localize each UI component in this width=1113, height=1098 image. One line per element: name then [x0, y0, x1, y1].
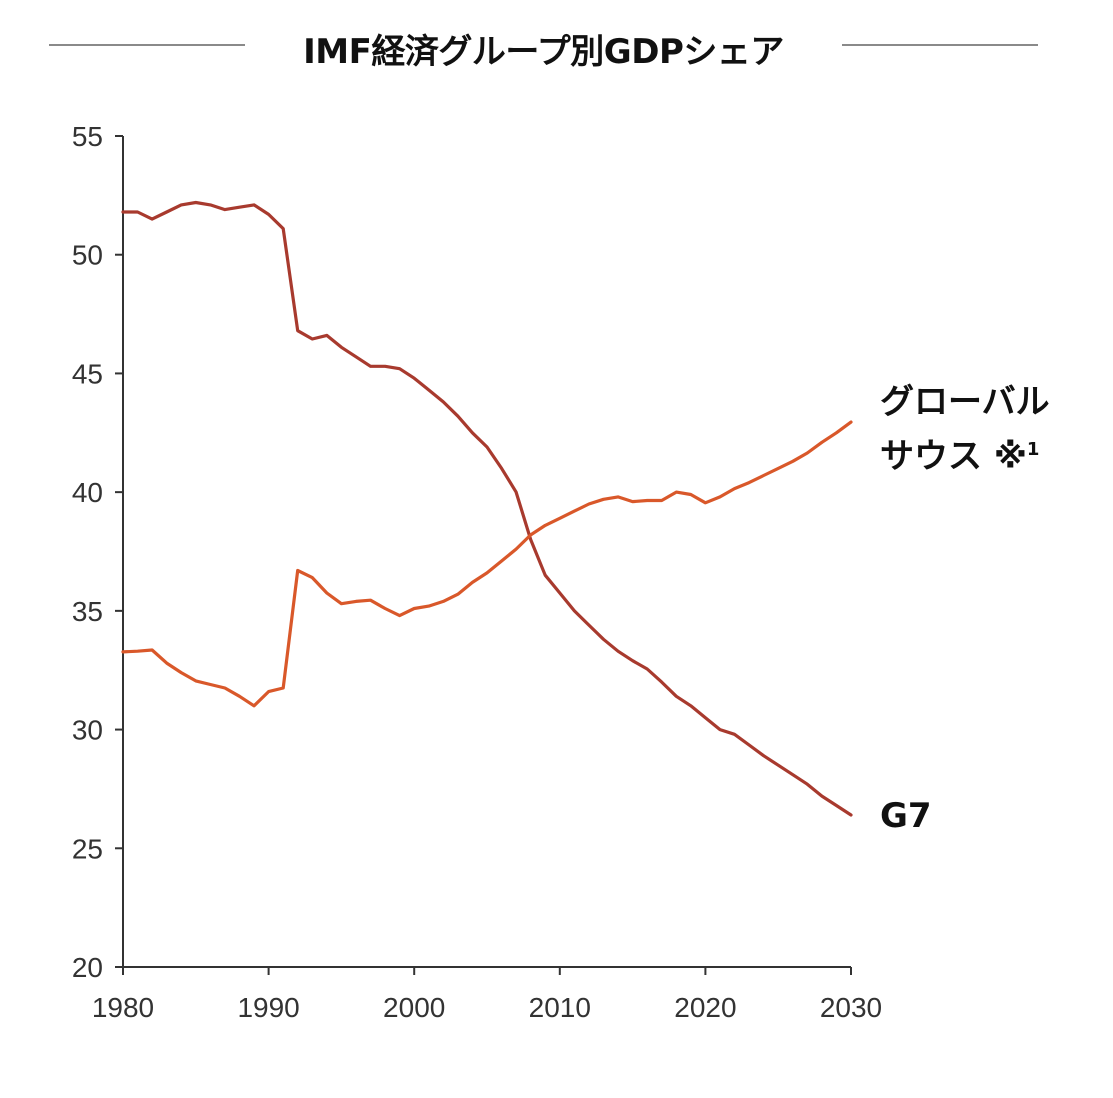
title-rule-right	[842, 44, 1038, 46]
y-tick-label: 25	[72, 833, 103, 864]
x-tick-label: 2010	[529, 992, 591, 1023]
chart-lines	[121, 200, 853, 817]
chart-title: IMF経済グループ別GDPシェア	[303, 32, 784, 72]
chart-title-row: IMF経済グループ別GDPシェア	[0, 18, 1113, 74]
chart-axes: 55 50 45 40 35 30 25 20 1980 1990 2000 2010 2020 2030	[72, 121, 882, 1023]
y-tick-label: 20	[72, 952, 103, 983]
g7-series-line	[121, 200, 853, 817]
y-tick-label: 40	[72, 477, 103, 508]
global-south-series-line	[121, 420, 853, 708]
global-south-label: グローバル サウス ※1	[880, 378, 1050, 480]
global-south-label-line2: サウス ※1	[880, 436, 1040, 477]
title-rule-left	[49, 44, 245, 46]
global-south-label-line1: グローバル	[880, 382, 1050, 422]
y-tick-label: 35	[72, 596, 103, 627]
y-tick-label: 55	[72, 121, 103, 152]
footnote-marker: 1	[1026, 439, 1040, 460]
x-tick-label: 1990	[237, 992, 299, 1023]
x-tick-label: 1980	[92, 992, 154, 1023]
y-tick-label: 45	[72, 358, 103, 389]
y-tick-label: 30	[72, 715, 103, 746]
g7-label: G7	[880, 796, 932, 836]
x-tick-label: 2030	[820, 992, 882, 1023]
x-tick-label: 2020	[674, 992, 736, 1023]
y-tick-label: 50	[72, 240, 103, 271]
x-tick-label: 2000	[383, 992, 445, 1023]
